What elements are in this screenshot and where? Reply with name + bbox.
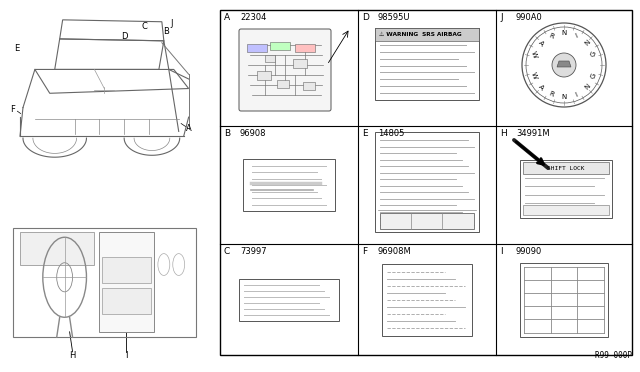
Text: E: E: [362, 129, 367, 138]
Text: B: B: [224, 129, 230, 138]
Text: 96908: 96908: [240, 129, 266, 138]
Polygon shape: [557, 61, 571, 67]
Text: I: I: [500, 247, 502, 256]
Text: H: H: [69, 351, 76, 360]
Text: D: D: [121, 32, 127, 41]
Bar: [520, 263, 608, 337]
Text: SHIFT LOCK: SHIFT LOCK: [547, 166, 585, 170]
Text: A: A: [537, 83, 545, 91]
Bar: [520, 160, 612, 218]
Bar: [375, 28, 479, 100]
Bar: [293, 59, 307, 68]
Text: N: N: [583, 83, 591, 91]
Bar: [257, 71, 271, 80]
Text: 98595U: 98595U: [378, 13, 410, 22]
Bar: [247, 44, 267, 52]
Text: G: G: [590, 73, 598, 80]
Bar: [382, 263, 472, 336]
Text: A: A: [224, 13, 230, 22]
Text: J: J: [170, 19, 173, 28]
Text: ⚠ WARNING  SRS AIRBAG: ⚠ WARNING SRS AIRBAG: [379, 32, 461, 37]
Text: N: N: [561, 30, 566, 36]
Text: G: G: [590, 51, 598, 58]
Bar: [20, 232, 95, 264]
Text: 73997: 73997: [240, 247, 267, 256]
Text: W: W: [530, 50, 538, 58]
Bar: [239, 279, 339, 321]
Text: B: B: [163, 27, 169, 36]
Bar: [295, 44, 315, 52]
Bar: [303, 82, 315, 90]
Text: N: N: [561, 94, 566, 100]
Bar: [270, 42, 290, 50]
Text: J: J: [500, 13, 502, 22]
Bar: [277, 80, 289, 88]
Text: D: D: [362, 13, 369, 22]
Text: F: F: [362, 247, 367, 256]
Text: R: R: [548, 91, 555, 98]
Text: R: R: [548, 32, 555, 39]
Bar: [523, 205, 609, 215]
Text: F: F: [11, 105, 15, 114]
Text: I: I: [575, 91, 579, 97]
Bar: [523, 162, 609, 174]
Text: 99090: 99090: [516, 247, 542, 256]
Text: C: C: [224, 247, 230, 256]
Bar: [375, 28, 479, 41]
Bar: [265, 55, 275, 62]
Text: C: C: [141, 22, 147, 31]
Text: 14805: 14805: [378, 129, 404, 138]
Circle shape: [552, 53, 576, 77]
Bar: [99, 232, 154, 332]
Text: A: A: [537, 39, 545, 47]
Bar: [102, 257, 151, 283]
Text: 34991M: 34991M: [516, 129, 550, 138]
Text: I: I: [125, 351, 127, 360]
Text: I: I: [575, 32, 579, 39]
Bar: [220, 10, 632, 355]
Bar: [375, 132, 479, 232]
Text: W: W: [530, 72, 538, 80]
Text: 22304: 22304: [240, 13, 266, 22]
FancyBboxPatch shape: [239, 29, 331, 111]
Text: H: H: [500, 129, 507, 138]
Bar: [380, 213, 474, 229]
Text: 990A0: 990A0: [516, 13, 543, 22]
Text: E: E: [14, 44, 20, 53]
Text: A: A: [186, 124, 191, 133]
Text: R99 000P: R99 000P: [595, 351, 632, 360]
Bar: [243, 159, 335, 211]
Text: 96908M: 96908M: [378, 247, 412, 256]
Bar: [102, 288, 151, 314]
Text: N: N: [583, 39, 591, 47]
